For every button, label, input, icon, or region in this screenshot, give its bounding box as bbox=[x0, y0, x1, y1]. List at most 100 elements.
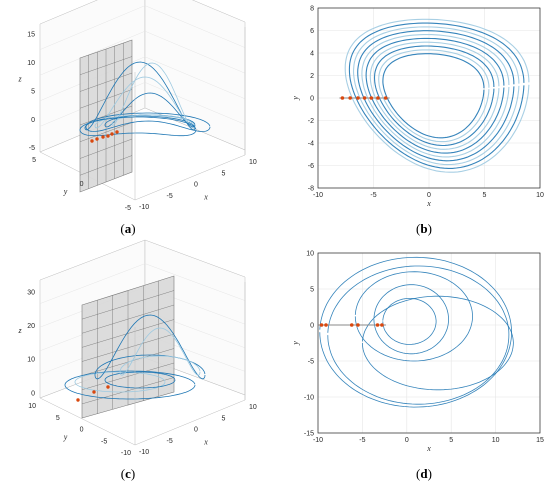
x-tick-label: 0 bbox=[427, 192, 431, 199]
trajectory-series bbox=[344, 18, 530, 173]
z-tick-label: 0 bbox=[31, 117, 35, 124]
section-point bbox=[340, 96, 345, 100]
trajectory-series bbox=[74, 371, 166, 393]
plane-grid-line bbox=[81, 290, 175, 320]
section-point bbox=[348, 96, 352, 100]
x-tick-label: -5 bbox=[167, 438, 173, 445]
trajectory-series bbox=[327, 265, 510, 405]
plot-frame bbox=[317, 7, 541, 189]
trajectory-series bbox=[94, 76, 196, 129]
wall-grid-line bbox=[144, 5, 246, 48]
y-axis-label: y bbox=[291, 96, 300, 101]
x-axis-label: x bbox=[426, 444, 431, 453]
plane-grid-line bbox=[79, 72, 133, 92]
x-tick-label: 0 bbox=[194, 427, 198, 434]
y-tick-label: -5 bbox=[101, 438, 107, 445]
section-point bbox=[369, 96, 374, 100]
y-tick-label: 0 bbox=[80, 181, 84, 188]
z-axis-label: z bbox=[17, 326, 22, 335]
z-tick-label: 5 bbox=[31, 88, 35, 95]
x-tick-label: 5 bbox=[222, 170, 226, 177]
section-point bbox=[362, 96, 367, 100]
trajectory-series bbox=[373, 284, 449, 355]
panel-a: -5 0 5 10 15 5 0 -5 -10 -5 0 5 10 z y x bbox=[17, 0, 257, 212]
trajectory-series bbox=[84, 61, 196, 131]
y-tick-label: -8 bbox=[308, 186, 314, 193]
plane-grid-line bbox=[81, 319, 175, 348]
section-point bbox=[324, 323, 328, 327]
y-tick-label: 2 bbox=[310, 73, 314, 80]
y-axis-label: y bbox=[63, 187, 68, 196]
y-tick-label: 0 bbox=[310, 96, 314, 103]
section-point bbox=[380, 323, 384, 327]
trajectory-series bbox=[348, 22, 525, 169]
section-point bbox=[376, 96, 380, 100]
trajectory-series bbox=[79, 116, 197, 137]
plane-grid-line bbox=[79, 138, 133, 159]
trajectory-series bbox=[319, 256, 513, 408]
section-point bbox=[106, 385, 110, 389]
wall-grid-line bbox=[144, 30, 246, 74]
x-tick-label: 0 bbox=[194, 182, 198, 189]
x-tick-label: -10 bbox=[313, 437, 323, 444]
z-tick-label: 30 bbox=[27, 289, 35, 296]
section-point bbox=[95, 137, 99, 141]
x-tick-label: -10 bbox=[313, 192, 323, 199]
caption-d-letter: d bbox=[420, 466, 428, 481]
z-tick-label: 0 bbox=[31, 390, 35, 397]
trajectory-series bbox=[365, 37, 505, 154]
trajectory-series bbox=[369, 41, 500, 150]
caption-b-letter: b bbox=[420, 221, 427, 236]
y-tick-label: -15 bbox=[304, 431, 314, 438]
z-tick-label: 20 bbox=[27, 323, 35, 330]
plane-grid-line bbox=[79, 105, 133, 126]
z-axis-label: z bbox=[17, 75, 22, 84]
x-tick-label: 5 bbox=[222, 415, 226, 422]
y-tick-label: 4 bbox=[310, 51, 314, 58]
x-tick-label: 10 bbox=[492, 437, 500, 444]
x-tick-label: -10 bbox=[139, 204, 149, 211]
trajectory-series bbox=[378, 49, 490, 143]
y-tick-label: -6 bbox=[308, 163, 314, 170]
section-point bbox=[92, 390, 96, 394]
trajectory-series bbox=[362, 295, 514, 391]
x-tick-label: -5 bbox=[359, 437, 365, 444]
plane-grid-line bbox=[79, 56, 133, 75]
section-point bbox=[319, 323, 324, 327]
x-tick-label: 5 bbox=[483, 192, 487, 199]
y-tick-label: -4 bbox=[308, 141, 314, 148]
y-tick-label: 6 bbox=[310, 28, 314, 35]
trajectory-series bbox=[352, 26, 520, 166]
y-tick-label: 0 bbox=[310, 323, 314, 330]
section-point bbox=[76, 398, 80, 402]
x-tick-label: 10 bbox=[249, 404, 257, 411]
section-point bbox=[349, 323, 354, 327]
plot-frame bbox=[317, 252, 541, 434]
y-tick-label: 0 bbox=[80, 427, 84, 434]
y-tick-label: 10 bbox=[28, 403, 36, 410]
trajectory-series bbox=[354, 271, 473, 362]
wall-grid-line bbox=[39, 263, 146, 304]
y-tick-label: -2 bbox=[308, 118, 314, 125]
x-tick-label: -10 bbox=[139, 449, 149, 456]
section-point bbox=[356, 323, 360, 327]
x-tick-label: -5 bbox=[370, 192, 376, 199]
section-point bbox=[101, 135, 105, 139]
caption-c-letter: c bbox=[125, 466, 131, 481]
y-tick-label: 5 bbox=[56, 415, 60, 422]
y-axis-label: y bbox=[63, 433, 68, 442]
x-axis-label: x bbox=[203, 438, 208, 447]
y-tick-label: 10 bbox=[306, 251, 314, 258]
section-point bbox=[90, 139, 94, 143]
section-point bbox=[115, 130, 119, 134]
y-tick-label: 5 bbox=[310, 287, 314, 294]
x-tick-label: 15 bbox=[536, 437, 544, 444]
y-tick-label: -5 bbox=[308, 359, 314, 366]
wall-grid-line bbox=[144, 82, 246, 125]
y-tick-label: -10 bbox=[121, 450, 131, 457]
z-tick-label: 10 bbox=[27, 357, 35, 364]
y-tick-label: -5 bbox=[125, 205, 131, 212]
z-tick-label: 10 bbox=[27, 60, 35, 67]
caption-a: (a) bbox=[120, 221, 135, 236]
